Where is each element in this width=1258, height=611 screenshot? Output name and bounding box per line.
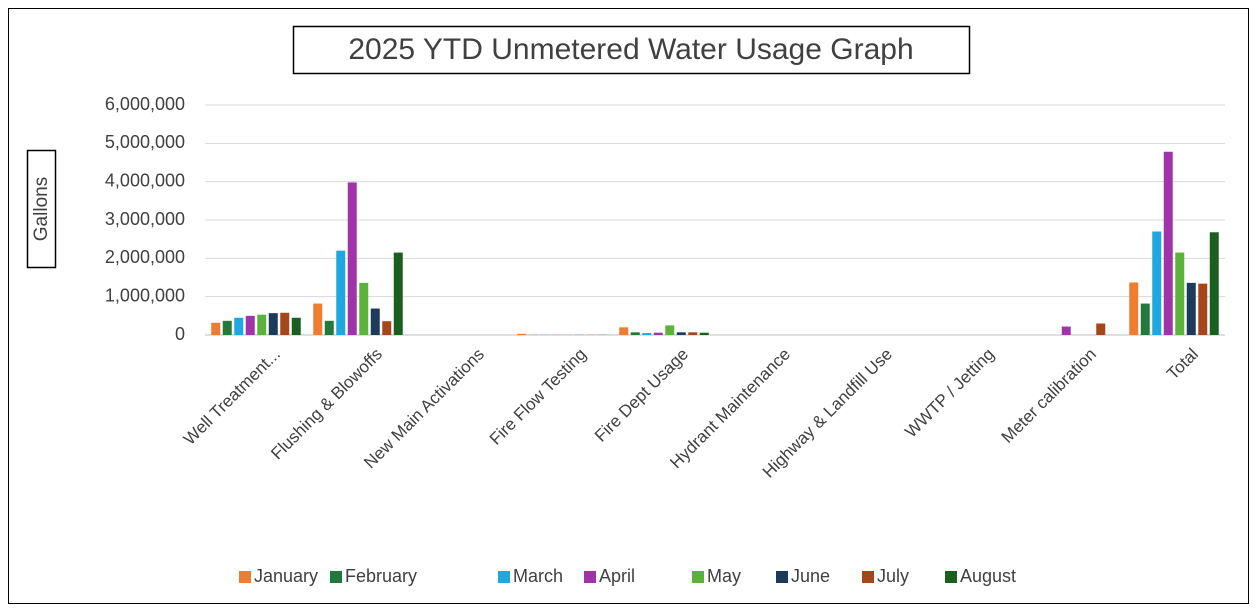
bar	[336, 250, 346, 335]
chart-title: 2025 YTD Unmetered Water Usage Graph	[348, 33, 913, 66]
bar	[222, 320, 232, 335]
bar	[653, 332, 663, 335]
y-tick-label: 1,000,000	[105, 285, 185, 305]
bar	[1175, 252, 1185, 335]
legend-swatch	[692, 571, 704, 583]
bar	[211, 322, 221, 335]
y-axis-title: Gallons	[31, 177, 52, 241]
chart-border	[8, 8, 1249, 604]
bar	[699, 332, 709, 335]
title-box	[292, 25, 971, 75]
legend-swatch	[945, 571, 957, 583]
y-tick-label: 0	[175, 324, 185, 344]
bar	[245, 315, 255, 335]
bar	[642, 333, 652, 335]
legend-swatch	[584, 571, 596, 583]
y-tick-label: 2,000,000	[105, 247, 185, 267]
bar	[676, 332, 686, 335]
legend-label: April	[599, 566, 635, 586]
bar	[1152, 231, 1162, 335]
legend-label: August	[960, 566, 1016, 586]
bar	[1198, 283, 1208, 335]
bar	[665, 325, 675, 335]
bar	[234, 317, 244, 335]
legend-swatch	[330, 571, 342, 583]
bar	[1163, 151, 1173, 335]
legend-label: February	[345, 566, 417, 586]
y-label-box	[26, 149, 57, 269]
bar	[393, 252, 403, 335]
bar	[1209, 232, 1219, 335]
bar	[1186, 282, 1196, 335]
bar	[1129, 282, 1139, 335]
bar	[370, 308, 380, 335]
legend-swatch	[498, 571, 510, 583]
bar	[257, 314, 267, 335]
y-tick-label: 4,000,000	[105, 170, 185, 190]
bar	[688, 332, 698, 335]
bar	[630, 332, 640, 335]
bar	[619, 327, 629, 335]
legend-label: July	[877, 566, 909, 586]
bar	[359, 282, 369, 335]
bar	[1061, 326, 1071, 335]
legend-swatch	[239, 571, 251, 583]
bar	[382, 321, 392, 335]
bar	[280, 312, 290, 335]
bar	[517, 333, 527, 335]
bar	[324, 320, 334, 335]
legend-swatch	[776, 571, 788, 583]
legend-label: May	[707, 566, 741, 586]
legend-label: March	[513, 566, 563, 586]
bar	[347, 182, 357, 335]
bar	[1096, 323, 1106, 335]
y-tick-label: 6,000,000	[105, 94, 185, 114]
y-tick-label: 3,000,000	[105, 209, 185, 229]
bar	[1140, 303, 1150, 335]
bar	[313, 303, 323, 335]
legend-label: January	[254, 566, 318, 586]
bar	[291, 317, 301, 335]
bar	[268, 313, 278, 335]
legend-label: June	[791, 566, 830, 586]
legend-swatch	[862, 571, 874, 583]
y-tick-label: 5,000,000	[105, 132, 185, 152]
